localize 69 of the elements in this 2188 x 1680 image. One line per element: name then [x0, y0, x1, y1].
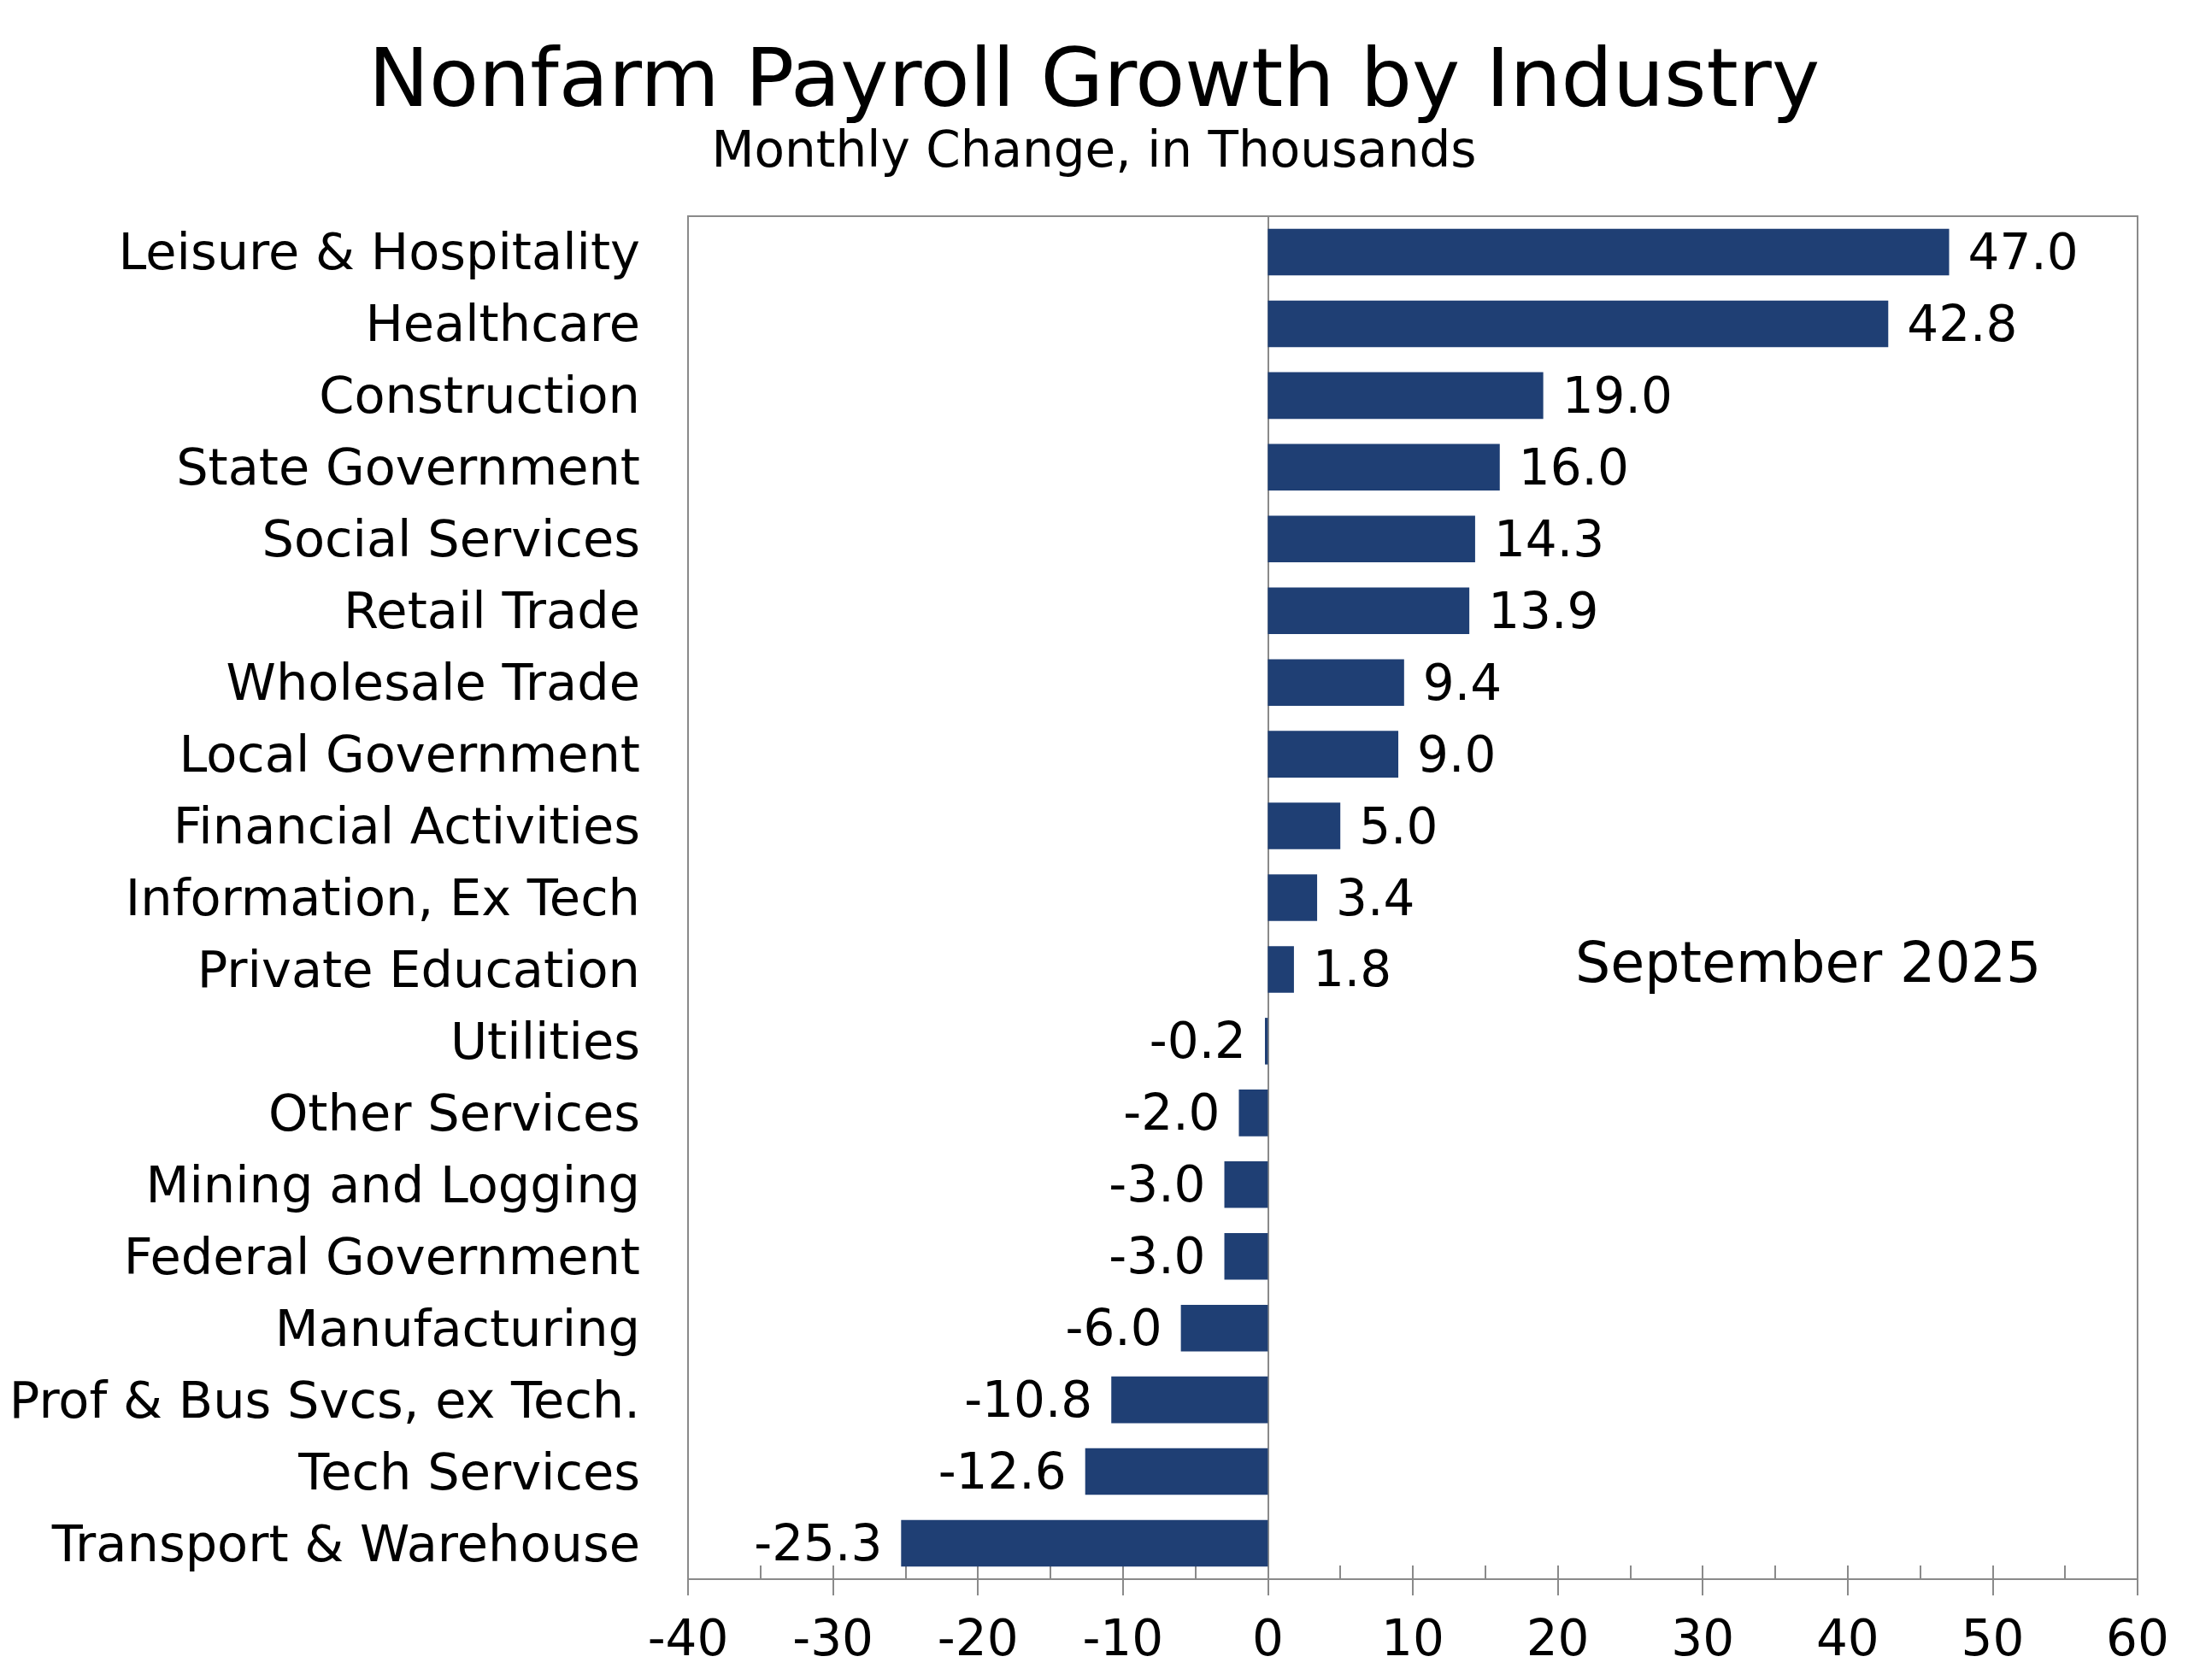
x-tick-label: -10 [1082, 1609, 1164, 1667]
data-label: 19.0 [1562, 366, 1673, 425]
bar [901, 1519, 1268, 1567]
bar [1268, 731, 1399, 778]
x-tick-label: 60 [2106, 1609, 2169, 1667]
y-tick-label: Private Education [197, 939, 640, 999]
data-label: 9.0 [1417, 725, 1497, 784]
data-label: 14.3 [1493, 509, 1605, 568]
data-label: -2.0 [1123, 1084, 1220, 1143]
data-label: 3.4 [1336, 868, 1415, 927]
data-label: 5.0 [1359, 796, 1438, 855]
bar [1224, 1232, 1268, 1280]
x-tick-label: -40 [647, 1609, 729, 1667]
y-tick-label: Retail Trade [344, 581, 640, 641]
bar [1238, 1090, 1268, 1137]
data-label: 13.9 [1488, 581, 1599, 640]
bar [1085, 1448, 1268, 1495]
bar [1268, 372, 1544, 420]
bar [1268, 300, 1889, 348]
x-tick-label: 40 [1815, 1609, 1879, 1667]
data-label: -10.8 [964, 1371, 1093, 1430]
x-tick-label: 10 [1381, 1609, 1444, 1667]
data-label: 47.0 [1967, 222, 2079, 281]
bar [1268, 946, 1294, 993]
chart-title: Nonfarm Payroll Growth by Industry [368, 30, 1820, 125]
y-tick-label: Financial Activities [173, 796, 640, 856]
y-tick-label: Prof & Bus Svcs, ex Tech. [9, 1370, 640, 1430]
data-label: -12.6 [938, 1442, 1067, 1501]
x-tick-label: 50 [1961, 1609, 2025, 1667]
data-label: 1.8 [1312, 940, 1392, 999]
bar [1268, 228, 1950, 276]
bar [1224, 1161, 1268, 1208]
data-label: -3.0 [1109, 1227, 1206, 1286]
y-tick-label: State Government [176, 438, 640, 497]
y-tick-label: Federal Government [123, 1226, 640, 1286]
y-tick-label: Transport & Warehouse [50, 1513, 640, 1573]
x-tick-label: -20 [937, 1609, 1019, 1667]
x-tick-label: 20 [1526, 1609, 1590, 1667]
data-label: -25.3 [754, 1514, 883, 1573]
y-tick-label: Utilities [450, 1011, 640, 1071]
data-label: 9.4 [1422, 653, 1503, 712]
bar [1111, 1376, 1268, 1424]
data-label: -0.2 [1149, 1012, 1247, 1071]
y-tick-label: Social Services [262, 509, 640, 569]
data-label: -6.0 [1065, 1299, 1162, 1358]
y-tick-label: Construction [319, 366, 640, 426]
y-tick-label: Healthcare [365, 294, 640, 354]
data-label: -3.0 [1109, 1155, 1206, 1214]
bar [1268, 515, 1475, 563]
annotation: September 2025 [1575, 931, 2042, 995]
y-tick-label: Leisure & Hospitality [118, 222, 640, 282]
data-label: 16.0 [1518, 438, 1629, 496]
x-tick-label: -30 [792, 1609, 873, 1667]
y-tick-label: Mining and Logging [145, 1154, 640, 1214]
y-tick-label: Wholesale Trade [226, 653, 640, 713]
bar [1268, 802, 1341, 849]
y-tick-label: Manufacturing [274, 1298, 640, 1358]
y-tick-label: Other Services [268, 1083, 640, 1143]
bar [1268, 659, 1404, 706]
bar [1268, 874, 1318, 921]
x-tick-label: 30 [1671, 1609, 1735, 1667]
x-tick-label: 0 [1251, 1609, 1284, 1667]
data-label: 42.8 [1907, 294, 2018, 353]
y-tick-label: Local Government [179, 725, 640, 784]
bar [1268, 587, 1470, 634]
bar [1268, 443, 1500, 491]
y-tick-label: Information, Ex Tech [125, 868, 640, 927]
y-tick-label: Tech Services [297, 1442, 640, 1501]
bar [1180, 1304, 1268, 1352]
